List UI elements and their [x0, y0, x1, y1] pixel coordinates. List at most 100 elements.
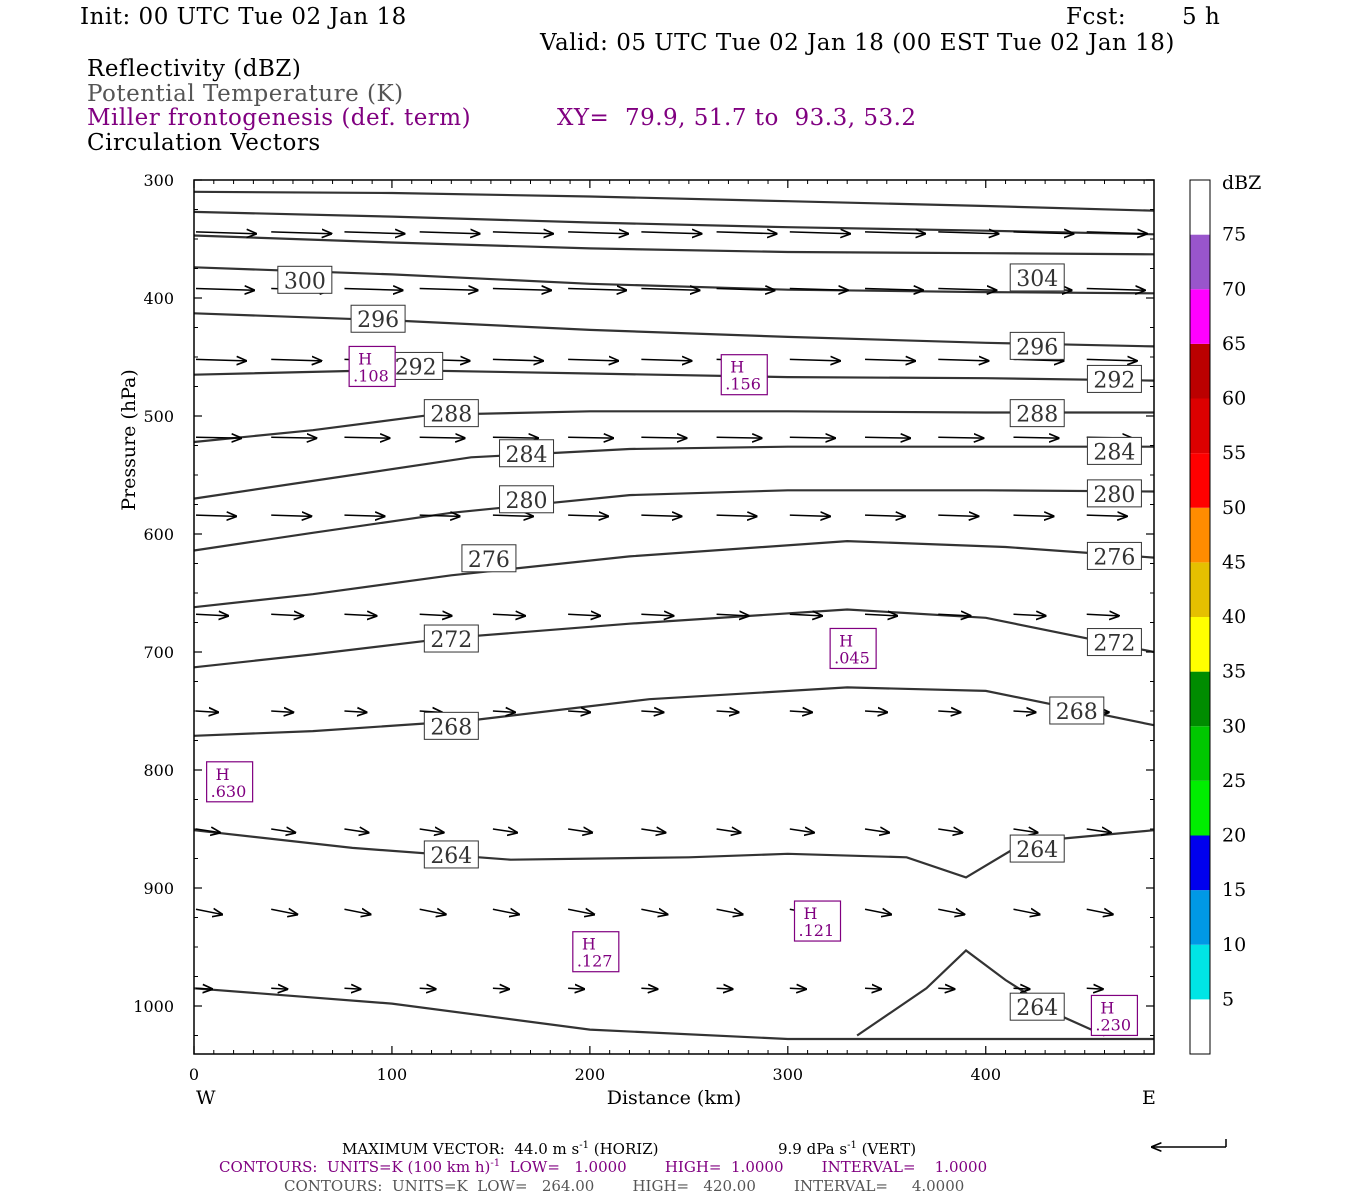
contour-label-box [388, 351, 444, 380]
circulation-vector [641, 711, 663, 712]
theta-contour [193, 410, 1154, 444]
circulation-vector [641, 515, 681, 516]
colorbar-label: 45 [1222, 551, 1246, 573]
circulation-vector [938, 359, 988, 361]
circulation-vector [641, 614, 673, 616]
circulation-vector [789, 614, 822, 616]
circulation-vector [1013, 711, 1035, 712]
cross-section-xy: XY= 79.9, 51.7 to 93.3, 53.2 [557, 105, 917, 131]
circulation-vector [1086, 359, 1137, 361]
contour-label-box [1086, 364, 1142, 393]
contour-label: 304 [1016, 267, 1058, 292]
circulation-vector [419, 289, 478, 291]
vert-text: 9.9 dPa s [778, 1140, 848, 1158]
circulation-vector [716, 988, 733, 989]
circulation-vector [641, 232, 701, 234]
fronto-max-box [348, 345, 396, 388]
circulation-vector [938, 289, 996, 291]
contours1-b: LOW= 1.0000 HIGH= 1.0000 INTERVAL= 1.000… [500, 1158, 988, 1176]
colorbar-label: 40 [1222, 606, 1246, 628]
colorbar-label: 60 [1222, 388, 1246, 410]
circulation-vector [1013, 614, 1045, 616]
circulation-vector [865, 515, 905, 516]
y-tick-label: 1000 [133, 997, 174, 1016]
colorbar-label: 5 [1222, 988, 1234, 1010]
x-tick-label: 100 [377, 1065, 408, 1084]
contour-label-box [423, 624, 479, 653]
circulation-vector [789, 232, 850, 234]
circulation-vector [271, 711, 293, 712]
footer-max-vector: MAXIMUM VECTOR: 44.0 m s-1 (HORIZ) [342, 1140, 658, 1158]
colorbar-label: 10 [1222, 934, 1246, 956]
colorbar-title: dBZ [1222, 172, 1261, 194]
theta-contour [193, 445, 1154, 500]
circulation-vector [864, 614, 897, 616]
circulation-vector [419, 829, 444, 833]
contour-label: 292 [1093, 368, 1135, 393]
colorbar-swatch [1190, 180, 1210, 235]
circulation-vector [195, 988, 212, 989]
colorbar-label: 55 [1222, 442, 1246, 464]
colorbar-label: 65 [1222, 333, 1246, 355]
circulation-vector [344, 437, 389, 438]
circulation-vector [271, 614, 303, 616]
theta-contour [193, 368, 1155, 382]
fronto-max-box [720, 354, 768, 396]
contour-label-box [423, 711, 479, 740]
circulation-vector [789, 289, 848, 291]
contour-label: 276 [1093, 545, 1135, 570]
field-vectors: Circulation Vectors [87, 130, 321, 156]
contour-label: 268 [1056, 700, 1098, 725]
colorbar-swatch [1190, 835, 1210, 891]
field-theta: Potential Temperature (K) [87, 81, 404, 107]
y-tick-label: 600 [143, 525, 174, 544]
circulation-vector [716, 232, 777, 234]
contour-label-box [1009, 331, 1065, 360]
circulation-vector [1086, 515, 1127, 516]
circulation-vector [1013, 515, 1053, 516]
circulation-vector [492, 988, 509, 989]
circulation-vector [938, 232, 998, 234]
colorbar-swatch [1190, 726, 1210, 781]
colorbar-swatch [1190, 507, 1210, 563]
theta-contour [193, 234, 1155, 256]
contour-label: 284 [1093, 440, 1135, 465]
colorbar-label: 15 [1222, 879, 1246, 901]
footer-contours-fronto: CONTOURS: UNITS=K (100 km h)-1 LOW= 1.00… [219, 1158, 987, 1176]
circulation-vector [419, 515, 460, 516]
theta-contour [193, 987, 1154, 1041]
fronto-max-letter: H [358, 349, 372, 368]
x-tick-label: 300 [773, 1065, 804, 1084]
max-vector-text: MAXIMUM VECTOR: 44.0 m s [342, 1140, 580, 1158]
colorbar-frame [1189, 179, 1211, 1055]
colorbar-swatch [1190, 343, 1210, 399]
contour-label-box [423, 840, 479, 869]
circulation-vector [195, 614, 228, 616]
circulation-vector [568, 829, 592, 833]
circulation-vector [419, 437, 465, 438]
contour-label: 296 [357, 308, 399, 333]
circulation-vector [865, 437, 910, 438]
contour-label-box [350, 304, 406, 333]
contour-label: 264 [1016, 996, 1058, 1021]
colorbar-label: 70 [1222, 278, 1246, 300]
circulation-vector [492, 909, 519, 914]
contour-label-box [461, 544, 517, 573]
colorbar-swatch [1190, 671, 1210, 727]
circulation-vector [789, 711, 812, 712]
circulation-vector [716, 829, 741, 833]
circulation-vector [344, 515, 384, 516]
colorbar-swatch [1190, 289, 1210, 344]
circulation-vector [568, 711, 590, 712]
y-axis-label: Pressure (hPa) [118, 369, 140, 511]
circulation-vector [419, 614, 452, 616]
circulation-vector [492, 232, 553, 234]
fronto-max-value: .127 [577, 952, 613, 971]
fronto-max-letter: H [804, 904, 818, 923]
circulation-vector [1086, 829, 1111, 833]
circulation-vector [344, 988, 360, 989]
circulation-vector [864, 988, 881, 989]
contour-label: 276 [468, 548, 510, 573]
circulation-vector [195, 359, 246, 361]
colorbar-swatch [1190, 453, 1210, 508]
